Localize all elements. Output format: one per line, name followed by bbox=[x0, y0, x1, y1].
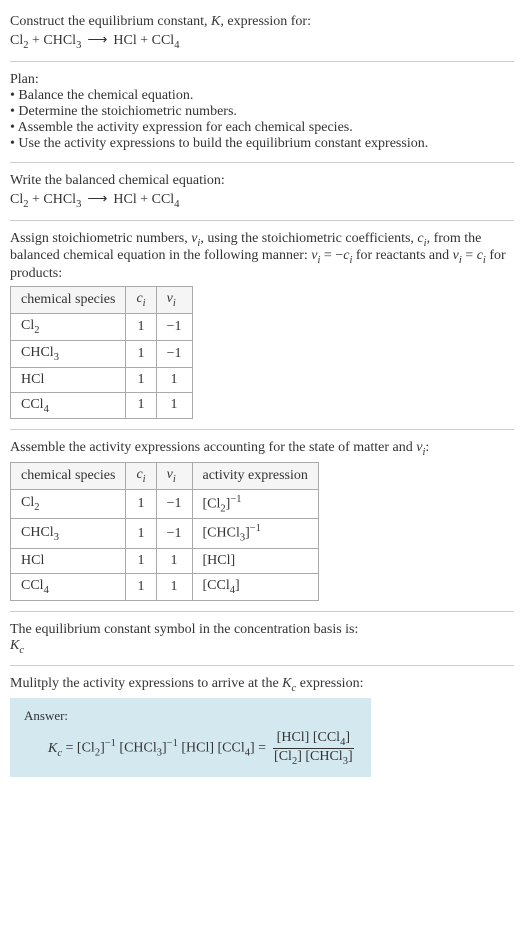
activity-table: chemical species ci νi activity expressi… bbox=[10, 462, 319, 601]
kc-lhs: Kc = [Cl2]−1 [CHCl3]−1 [HCl] [CCl4] = bbox=[48, 738, 266, 758]
table-header: activity expression bbox=[192, 463, 318, 490]
answer-box: Answer: Kc = [Cl2]−1 [CHCl3]−1 [HCl] [CC… bbox=[10, 698, 371, 777]
plan-bullet: • Determine the stoichiometric numbers. bbox=[10, 104, 514, 120]
table-row: CHCl31−1 bbox=[11, 340, 193, 367]
symbol-section: The equilibrium constant symbol in the c… bbox=[10, 616, 514, 662]
stoich-table: chemical species ci νi Cl21−1 CHCl31−1 H… bbox=[10, 286, 193, 419]
divider bbox=[10, 611, 514, 612]
table-header: chemical species bbox=[11, 463, 126, 490]
table-header-row: chemical species ci νi activity expressi… bbox=[11, 463, 319, 490]
divider bbox=[10, 61, 514, 62]
balanced-section: Write the balanced chemical equation: Cl… bbox=[10, 167, 514, 216]
stoich-text: Assign stoichiometric numbers, νi, using… bbox=[10, 231, 514, 283]
table-header: νi bbox=[156, 463, 192, 490]
table-row: CCl411 bbox=[11, 392, 193, 419]
table-row: HCl11[HCl] bbox=[11, 548, 319, 573]
balanced-title: Write the balanced chemical equation: bbox=[10, 173, 514, 189]
table-row: Cl21−1 bbox=[11, 313, 193, 340]
table-header: ci bbox=[126, 463, 156, 490]
plan-bullet: • Use the activity expressions to build … bbox=[10, 136, 514, 152]
header-section: Construct the equilibrium constant, K, e… bbox=[10, 8, 514, 57]
table-row: Cl21−1[Cl2]−1 bbox=[11, 489, 319, 518]
table-row: HCl11 bbox=[11, 367, 193, 392]
activity-text: Assemble the activity expressions accoun… bbox=[10, 440, 514, 458]
stoich-section: Assign stoichiometric numbers, νi, using… bbox=[10, 225, 514, 426]
kc-numerator: [HCl] [CCl4] bbox=[273, 730, 354, 749]
header-equation: Cl2 + CHCl3⟶HCl + CCl4 bbox=[10, 32, 514, 51]
symbol-kc: Kc bbox=[10, 638, 514, 656]
kc-fraction: [HCl] [CCl4] [Cl2] [CHCl3] bbox=[270, 730, 357, 767]
plan-section: Plan: • Balance the chemical equation. •… bbox=[10, 66, 514, 158]
symbol-text: The equilibrium constant symbol in the c… bbox=[10, 622, 514, 638]
table-header-row: chemical species ci νi bbox=[11, 287, 193, 314]
table-header: νi bbox=[156, 287, 192, 314]
divider bbox=[10, 665, 514, 666]
divider bbox=[10, 429, 514, 430]
plan-title: Plan: bbox=[10, 72, 514, 88]
header-text: Construct the equilibrium constant, K, e… bbox=[10, 14, 514, 30]
table-row: CHCl31−1[CHCl3]−1 bbox=[11, 519, 319, 548]
plan-bullet: • Assemble the activity expression for e… bbox=[10, 120, 514, 136]
multiply-text: Mulitply the activity expressions to arr… bbox=[10, 676, 514, 694]
table-header: chemical species bbox=[11, 287, 126, 314]
table-header: ci bbox=[126, 287, 156, 314]
multiply-section: Mulitply the activity expressions to arr… bbox=[10, 670, 514, 782]
divider bbox=[10, 220, 514, 221]
balanced-equation: Cl2 + CHCl3⟶HCl + CCl4 bbox=[10, 191, 514, 210]
plan-bullet: • Balance the chemical equation. bbox=[10, 88, 514, 104]
table-row: CCl411[CCl4] bbox=[11, 573, 319, 600]
activity-section: Assemble the activity expressions accoun… bbox=[10, 434, 514, 606]
divider bbox=[10, 162, 514, 163]
kc-expression: Kc = [Cl2]−1 [CHCl3]−1 [HCl] [CCl4] = [H… bbox=[24, 730, 357, 767]
kc-denominator: [Cl2] [CHCl3] bbox=[270, 749, 357, 767]
answer-label: Answer: bbox=[24, 708, 357, 724]
